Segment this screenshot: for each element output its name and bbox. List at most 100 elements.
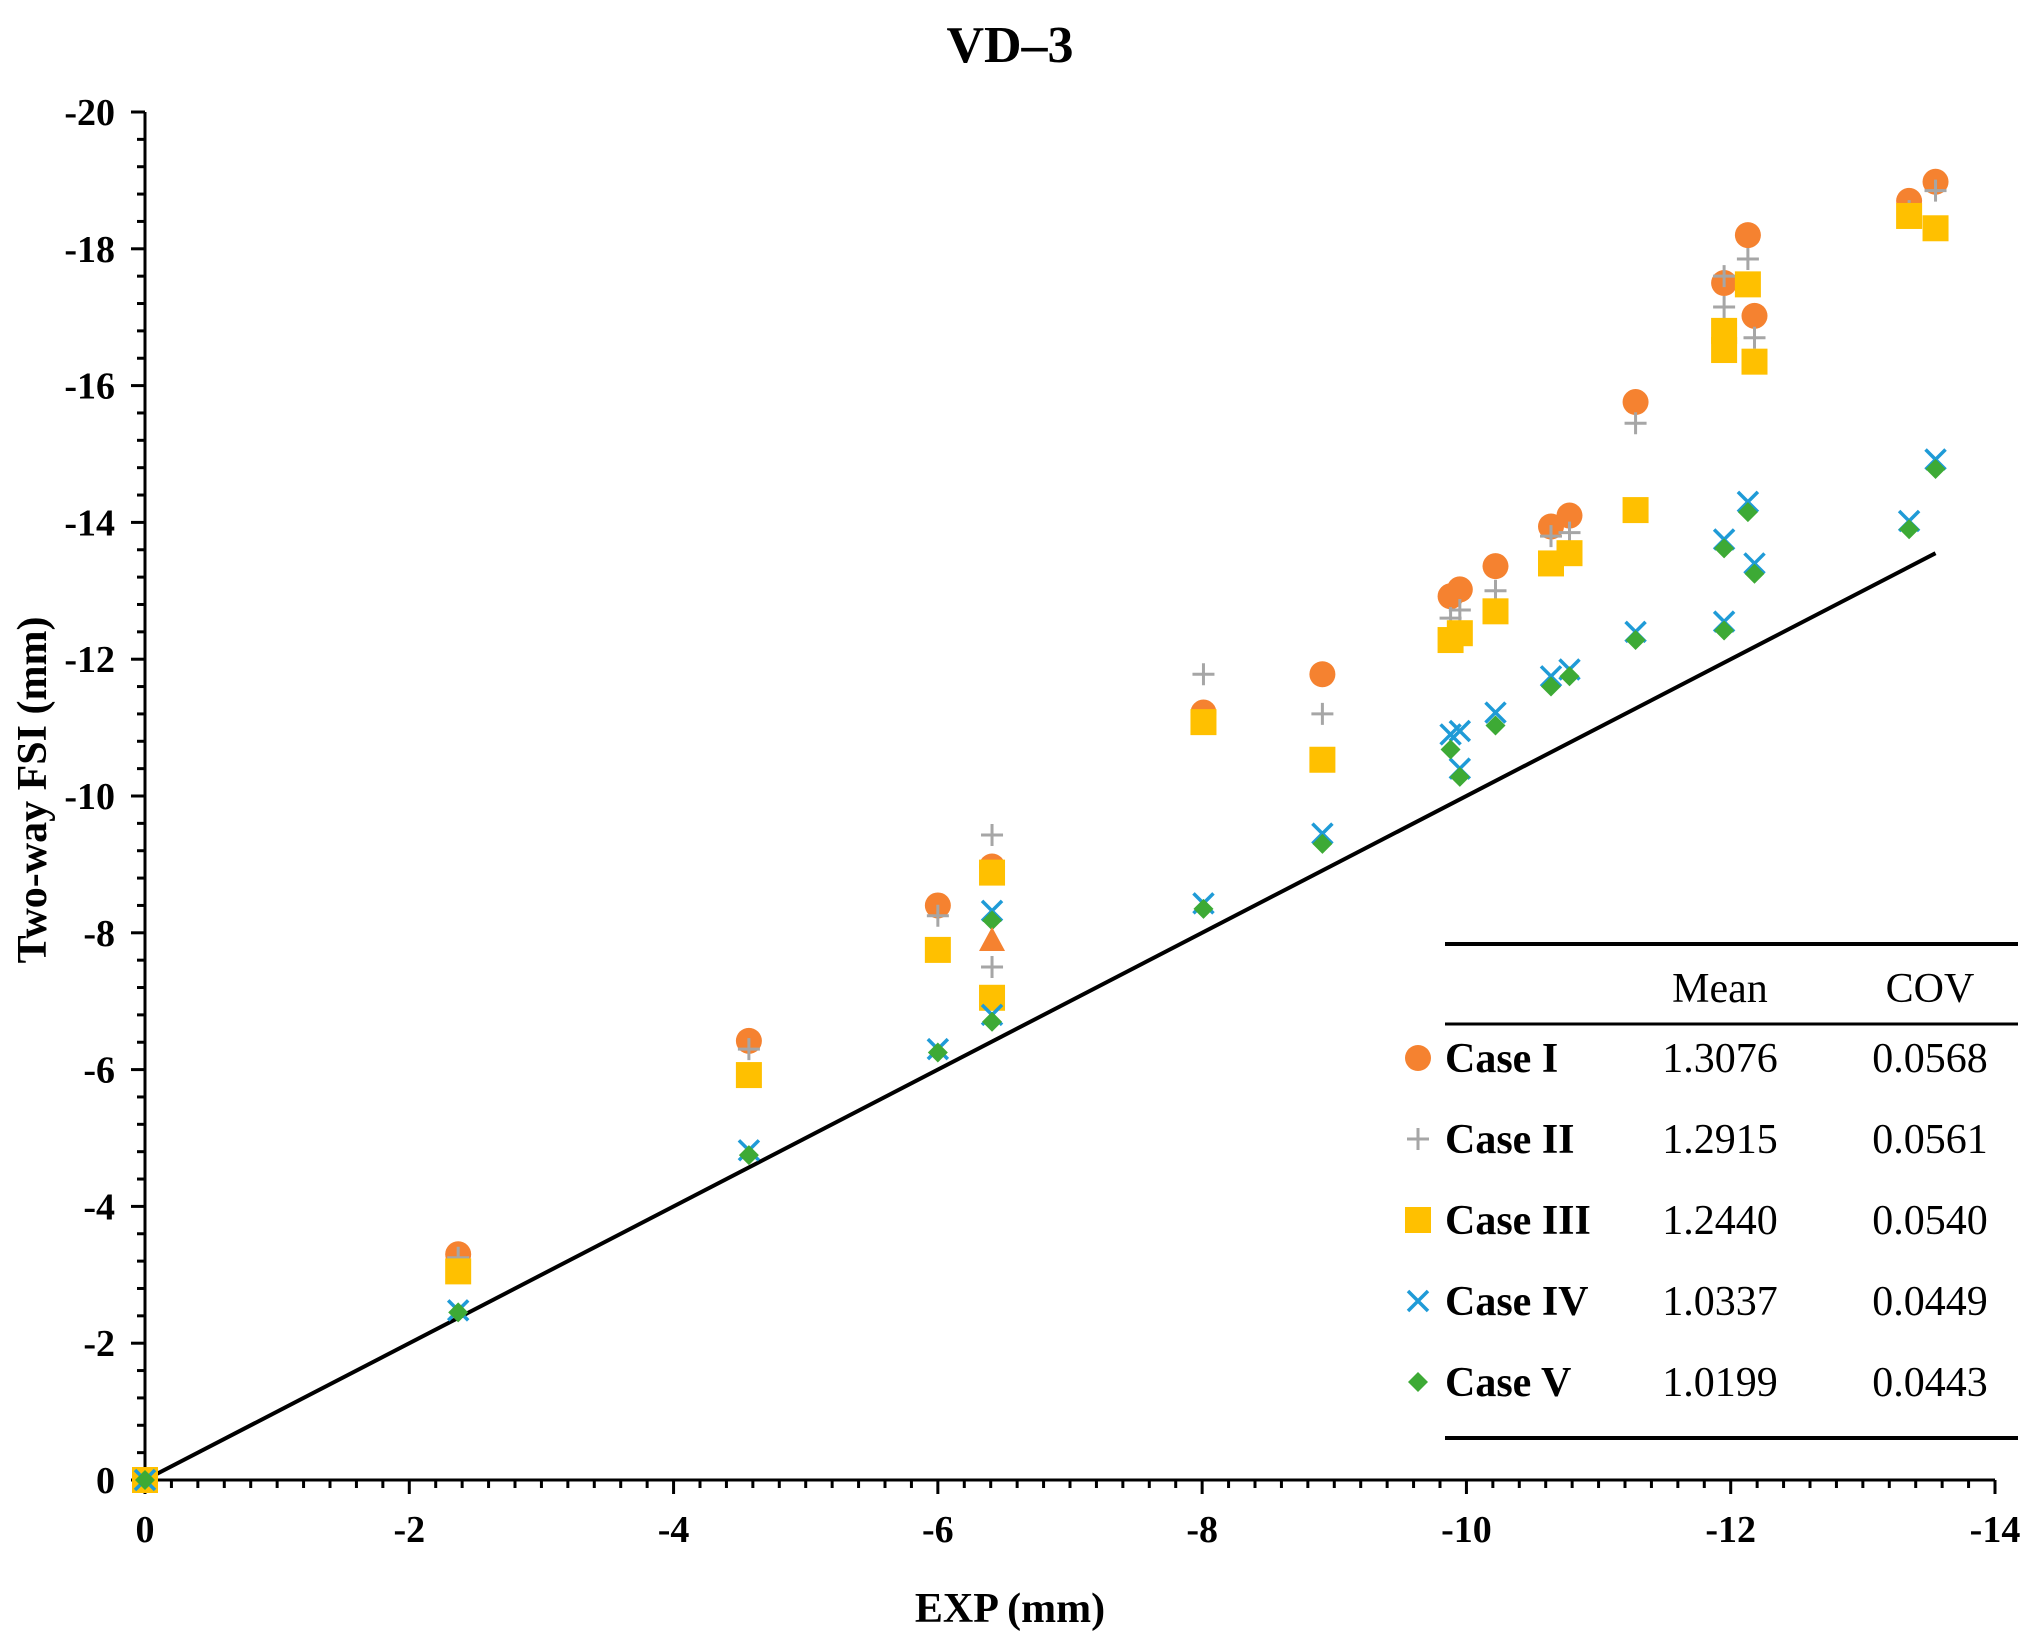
legend-label-case-ii: Case II [1445,1117,1575,1163]
case-ii-point [1311,702,1334,725]
legend-marker-case-iv [1406,1289,1430,1313]
case-iii-point [1922,215,1949,242]
case-iii-point [1622,497,1649,524]
case-iii-point [924,936,951,963]
legend-label-case-iv: Case IV [1445,1279,1589,1325]
y-tick-label: -8 [83,913,115,955]
legend-header-cov: COV [1886,966,1975,1012]
case-iv-point [1743,552,1766,575]
chart-title: VD–3 [946,17,1073,74]
reference-line [144,551,1937,1482]
case-ii-point [1713,265,1736,288]
legend-mean-case-iv: 1.0337 [1662,1279,1778,1325]
case-v-point [1744,563,1765,584]
case-v-point [927,1042,948,1063]
case-v-point [1193,898,1214,919]
case-iii-point [735,1062,762,1089]
case-i-point [1309,661,1336,688]
case-ii-point [981,823,1004,846]
y-tick-label: -18 [64,229,115,271]
x-tick-label: -14 [1970,1509,2021,1551]
y-tick-label: -10 [64,776,115,818]
case-v-point [1312,833,1333,854]
case-i-point [1446,576,1473,603]
legend-label-case-iii: Case III [1445,1198,1591,1244]
case-v-point [135,1470,155,1490]
case-v-point [1714,538,1735,559]
case-ii-point [1448,598,1471,621]
data-markers [132,168,1949,1493]
case-i-point [1556,502,1583,529]
y-tick-label: -4 [83,1186,115,1228]
legend-marker-case-i [1405,1045,1431,1071]
x-axis-title: EXP (mm) [915,1586,1105,1632]
axis-ticks [131,110,1997,1494]
case-v-point [982,1011,1003,1032]
case-v-point [738,1145,759,1166]
case-ii-point [1484,579,1507,602]
y-tick-label: -20 [64,92,115,134]
x-tick-label: 0 [136,1509,155,1551]
legend-mean-case-v: 1.0199 [1662,1360,1778,1406]
case-v-point [1625,630,1646,651]
legend-marker-case-v [1408,1372,1428,1392]
legend-header-mean: Mean [1672,966,1768,1012]
legend-cov-case-iv: 0.0449 [1872,1279,1988,1325]
case-ii-point [926,904,949,927]
x-tick-label: -4 [658,1509,690,1551]
case-ii-point [1624,412,1647,435]
legend-table: Mean COV Case I 1.3076 0.0568 Case II 1.2915… [1405,942,2018,1440]
case-iii-point [979,859,1006,886]
case-ii-point [1558,521,1581,544]
case-v-point [982,910,1003,931]
case-ii-point [1743,326,1766,349]
case-iv-point [1484,701,1507,724]
case-iii-point [1741,348,1768,375]
y-tick-label: -16 [64,366,115,408]
case-i-point [1734,222,1761,249]
legend-cov-case-iii: 0.0540 [1872,1198,1988,1244]
case-iii-point [1482,598,1509,625]
legend-mean-case-ii: 1.2915 [1662,1117,1778,1163]
case-v-point [1559,666,1580,687]
case-ii-point [981,956,1004,978]
case-v-point [1714,620,1735,641]
case-iii-point [1711,337,1738,364]
legend-marker-case-ii [1407,1128,1429,1150]
case-ii-point [1713,295,1736,318]
legend-marker-case-iii [1405,1207,1431,1233]
x-tick-labels: 0 -2 -4 -6 -8 -10 -12 -14 [136,1509,2021,1551]
y-tick-label: -14 [64,502,115,544]
case-ii-point [1924,179,1947,202]
x-tick-label: -10 [1441,1509,1492,1551]
case-iii-point [1734,271,1761,298]
y-tick-label: 0 [96,1460,115,1502]
case-iii-point [1446,620,1473,647]
case-iii-point [1309,746,1336,773]
legend-cov-case-v: 0.0443 [1872,1360,1988,1406]
case-iv-point [1539,665,1563,688]
x-tick-label: -2 [393,1509,425,1551]
case-i-point [1622,389,1649,416]
legend-rows: Case I 1.3076 0.0568 Case II 1.2915 0.0561 Cas… [1405,1036,1988,1406]
y-tick-label: -2 [83,1323,115,1365]
case-v-point [1485,715,1506,736]
case-v-point [1541,676,1561,697]
case-ii-point [737,1038,760,1061]
case-iv-point [1311,822,1334,845]
y-tick-label: -6 [83,1050,115,1092]
case-v-point [448,1302,469,1323]
case-iii-point [445,1258,472,1285]
case-iv-point [1448,719,1472,743]
legend-cov-case-i: 0.0568 [1872,1036,1988,1082]
y-axis-title: Two-way FSI (mm) [10,617,56,964]
legend-label-case-i: Case I [1445,1036,1558,1082]
extra-point [979,927,1006,952]
case-iii-point [1190,709,1217,736]
y-tick-label: -12 [64,639,115,681]
case-ii-point [1736,248,1759,271]
case-v-point [1440,739,1461,760]
case-ii-point [1540,525,1562,548]
legend-mean-case-iii: 1.2440 [1662,1198,1778,1244]
case-iv-point [1736,490,1760,514]
